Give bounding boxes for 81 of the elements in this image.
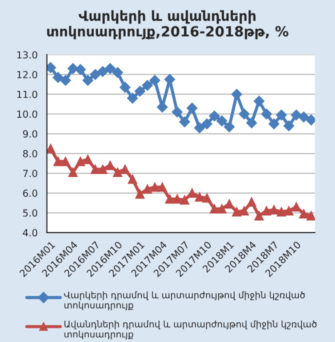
point (53, 156, 63, 166)
point (202, 193, 212, 203)
point (98, 164, 108, 174)
point (179, 116, 190, 128)
point (120, 82, 130, 93)
point (105, 160, 115, 170)
point (216, 115, 228, 126)
point (127, 92, 138, 104)
point (239, 206, 249, 216)
y-tick-label: 13.0 (17, 51, 38, 59)
point (97, 66, 108, 77)
y-tick-label: 7.0 (23, 170, 38, 178)
point (134, 86, 146, 97)
y-tick-label: 5.0 (23, 209, 38, 217)
point (283, 120, 294, 132)
point (292, 202, 301, 212)
point (261, 108, 272, 120)
point (46, 62, 56, 73)
point (254, 96, 264, 107)
point (180, 195, 190, 205)
point (165, 194, 174, 204)
point (82, 74, 94, 86)
point (238, 108, 250, 120)
point (60, 156, 70, 166)
chart-title: Վարկերի և ավանդների տոկոսադրույք,2016-2018թթ, % (47, 10, 288, 40)
point (284, 206, 294, 216)
point (120, 164, 130, 174)
point (208, 110, 220, 122)
point (46, 144, 56, 154)
point (269, 205, 279, 215)
point (194, 192, 204, 202)
point (135, 189, 145, 199)
y-tick-label: 10.0 (17, 110, 38, 118)
point (74, 64, 86, 75)
point (254, 211, 264, 220)
y-tick-label: 4.0 (22, 229, 38, 236)
point (268, 118, 280, 130)
y-tick-label: 12.0 (17, 70, 38, 78)
point (186, 102, 198, 114)
point (112, 67, 124, 78)
point (246, 117, 258, 128)
point (276, 207, 286, 216)
point (83, 154, 93, 164)
point (299, 209, 308, 218)
y-tick-label: 9.0 (23, 130, 38, 138)
point (232, 207, 242, 216)
point (306, 211, 315, 220)
y-tick-label: 11.0 (17, 90, 38, 98)
legend-label: Վարկերի դրամով և արտարժույթով միջին կշռված տոկոսադրույք (64, 291, 305, 310)
point (112, 168, 122, 177)
point (210, 204, 220, 214)
legend-label: Ավանդների դրամով և արտարժույթով միջին կշռված տոկոսադրույք (64, 320, 317, 340)
point (172, 106, 183, 118)
point (224, 199, 234, 209)
point (298, 112, 310, 122)
point (262, 206, 272, 216)
point (217, 204, 227, 214)
point (68, 168, 78, 177)
point (276, 110, 287, 120)
y-tick-label: 6.0 (23, 190, 38, 197)
point (158, 182, 167, 192)
point (142, 80, 153, 91)
point (90, 164, 100, 174)
point (194, 122, 205, 134)
point (104, 63, 116, 74)
point (90, 69, 101, 80)
point (52, 72, 64, 83)
point (246, 197, 256, 207)
point (76, 156, 86, 166)
point (142, 184, 152, 194)
point (202, 118, 212, 130)
point (60, 74, 71, 86)
point (290, 110, 302, 120)
y-tick-label: 8.0 (23, 150, 38, 158)
point (172, 194, 182, 204)
point (224, 121, 235, 132)
point (68, 63, 78, 74)
point (149, 74, 160, 86)
point (187, 188, 197, 198)
point (150, 182, 160, 192)
point (128, 174, 138, 184)
